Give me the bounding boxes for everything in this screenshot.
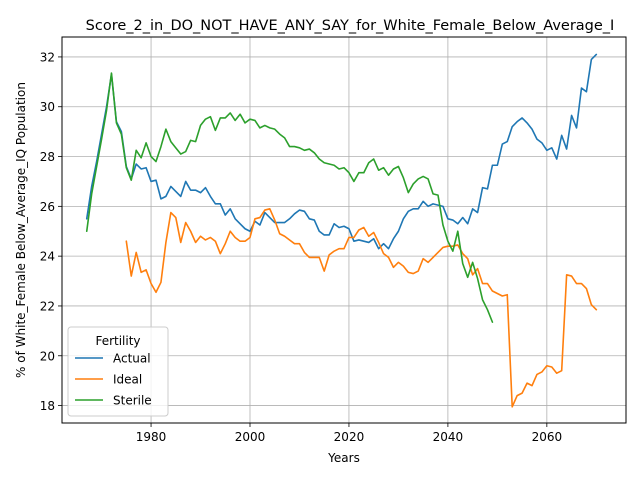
y-tick-label: 24 (40, 250, 55, 264)
y-tick-label: 28 (40, 150, 55, 164)
plot-area-frame (61, 36, 627, 424)
legend-label-ideal: Ideal (113, 373, 142, 387)
y-tick-label: 22 (40, 299, 55, 313)
y-tick-label: 32 (40, 50, 55, 64)
x-axis-label: Years (327, 451, 360, 465)
chart-title: Score_2_in_DO_NOT_HAVE_ANY_SAY_for_White… (86, 18, 615, 34)
y-axis-label: % of White_Female Below_Average_IQ Popul… (14, 82, 28, 378)
x-tick-label: 2060 (532, 430, 563, 444)
x-tick-label: 2040 (433, 430, 464, 444)
series-line-sterile (85, 72, 494, 323)
legend: Fertility Actual Ideal Sterile (67, 326, 169, 417)
axis-ticks: 1980 2000 2020 2040 2060 18 20 22 24 26 28 30 32 (40, 50, 562, 444)
y-tick-label: 26 (40, 200, 55, 214)
legend-label-actual: Actual (113, 352, 151, 366)
series-line-ideal (125, 208, 598, 408)
legend-title: Fertility (95, 334, 140, 348)
x-tick-label: 2000 (235, 430, 266, 444)
x-tick-label: 1980 (136, 430, 167, 444)
legend-label-sterile: Sterile (113, 394, 152, 408)
y-tick-label: 20 (40, 349, 55, 363)
y-tick-label: 18 (40, 399, 55, 413)
series-line-actual (85, 53, 598, 250)
legend-box (67, 326, 169, 417)
x-tick-label: 2020 (334, 430, 365, 444)
y-tick-label: 30 (40, 100, 55, 114)
series-lines (85, 53, 598, 408)
